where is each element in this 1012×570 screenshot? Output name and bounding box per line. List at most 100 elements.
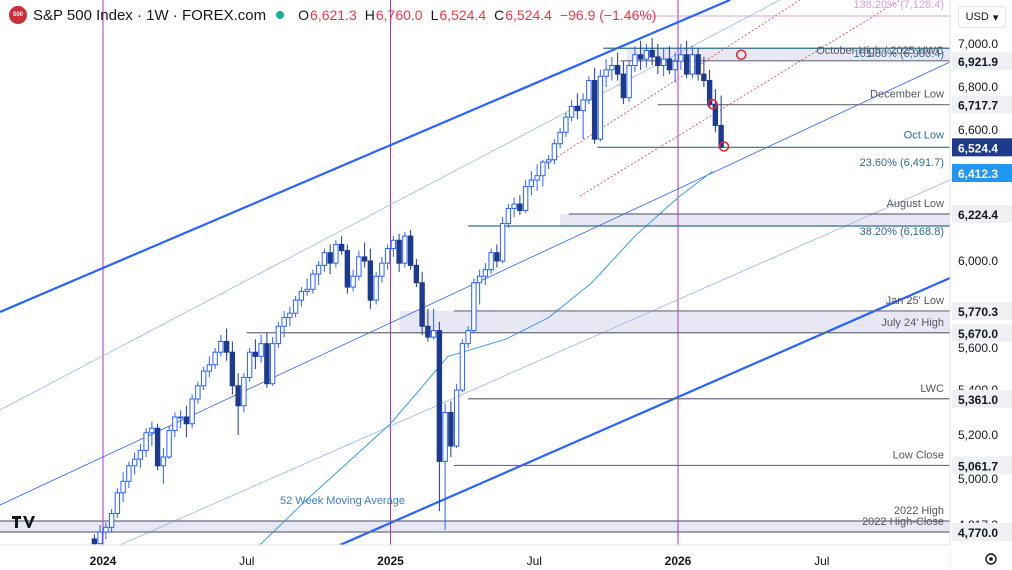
candle-body (108, 512, 115, 528)
price-tag-box (952, 51, 1012, 70)
ohlc-high-key: H (364, 7, 375, 23)
signal-marker-circle[interactable] (735, 49, 747, 61)
price-tag-box (952, 323, 1012, 342)
price-axis-tick: 6,800.0 (958, 80, 998, 94)
candle-body (356, 256, 362, 277)
candle-body (91, 538, 98, 545)
level-label: December Low (870, 89, 944, 101)
candle-body (287, 312, 293, 319)
candle-body (718, 124, 724, 148)
candle-body (114, 492, 121, 514)
moving-average-label: 52 Week Moving Average (280, 495, 405, 507)
candle-body (453, 389, 460, 447)
candle-body (465, 330, 471, 345)
candle-body (379, 262, 385, 277)
candle-body (706, 80, 713, 105)
price-tag-label: 5,361.0 (958, 393, 998, 407)
candle-body (195, 385, 201, 400)
candle-body (304, 288, 310, 292)
candle-body (511, 203, 517, 209)
candle-body (137, 449, 144, 460)
candle-body (160, 456, 167, 467)
lower-trend-line (339, 276, 951, 547)
candle-body (143, 432, 149, 451)
candle-body (586, 80, 592, 101)
price-axis-tick: 7,000.0 (958, 37, 998, 51)
level-label: LWC (920, 383, 944, 395)
candle-body (683, 54, 690, 75)
candle-body (338, 243, 345, 252)
candle-body (218, 340, 224, 353)
candle-body (402, 235, 408, 264)
candle-body (419, 282, 425, 327)
candle-body (350, 275, 356, 288)
candle-body (643, 49, 650, 60)
upper-trend-line (0, 0, 731, 314)
candle-body (373, 275, 379, 301)
price-axis-tick: 6,000.0 (958, 254, 998, 268)
price-tag-label: 6,412.3 (958, 167, 998, 181)
candle-body (344, 250, 351, 288)
candle-body (655, 56, 661, 67)
symbol-title[interactable]: S&P 500 Index · 1W · FOREX.com (33, 6, 267, 24)
channel-upper-dotted (539, 0, 801, 169)
gear-icon[interactable] (984, 552, 998, 566)
candle-body (471, 282, 477, 332)
candle-body (701, 73, 707, 82)
candle-body (494, 252, 500, 262)
candle-body (384, 248, 391, 264)
candle-body (103, 526, 109, 533)
market-status-icon (276, 11, 285, 19)
ohlc-high-value: 6,760.0 (375, 7, 423, 23)
candle-body (269, 343, 276, 385)
candle-body (396, 239, 402, 264)
chart-header: 500 S&P 500 Index · 1W · FOREX.com O 6,6… (0, 0, 664, 30)
candle-body (390, 239, 397, 250)
sp500-logo-icon: 500 (9, 6, 27, 24)
candle-body (166, 430, 172, 458)
ohlc-change-value: −96.9 (−1.46%) (559, 7, 657, 23)
candle-body (292, 299, 299, 314)
candle-body (609, 65, 615, 71)
signal-marker-circle[interactable] (718, 141, 730, 152)
price-axis-tick: 5,200.0 (958, 428, 998, 442)
level-label: 2022 High (894, 505, 944, 517)
candle-body (200, 370, 207, 387)
tradingview-mark-icon (12, 516, 35, 528)
candle-body (522, 186, 529, 212)
price-tag-box (952, 164, 1012, 182)
candle-body (614, 65, 621, 75)
price-axis-tick: 5,000.0 (958, 472, 998, 486)
candle-body (620, 73, 627, 99)
candle-body (126, 465, 132, 482)
candle-body (637, 54, 644, 60)
candle-body (557, 131, 563, 145)
candle-body (223, 340, 230, 353)
candle-body (442, 412, 448, 462)
candle-body (649, 49, 655, 58)
candle-body (591, 80, 598, 140)
level-label: August Low (887, 198, 945, 210)
candle-body (315, 264, 322, 275)
chevron-down-icon: ▾ (992, 11, 999, 24)
price-axis-tick: 6,600.0 (958, 123, 998, 137)
candle-body (149, 427, 155, 434)
candle-body (97, 531, 103, 545)
level-label: 38.20% (6,168.8) (860, 226, 944, 238)
ohlc-low-key: L (430, 7, 439, 23)
candle-body (310, 273, 316, 290)
signal-marker-circle[interactable] (707, 98, 718, 110)
candle-body (333, 243, 339, 264)
candle-body (603, 69, 609, 77)
price-tag-box (952, 301, 1012, 320)
level-label: Low Close (893, 449, 944, 461)
ohlc-open-value: 6,621.3 (310, 7, 357, 23)
level-label: 2022 High-Close (862, 516, 944, 528)
candle-body (666, 58, 673, 71)
currency-selector[interactable]: USD ▾ (958, 6, 1006, 28)
candle-body (597, 75, 604, 140)
price-tag-label: 5,061.7 (958, 459, 998, 473)
candle-body (568, 105, 575, 118)
candle-body (206, 364, 213, 372)
